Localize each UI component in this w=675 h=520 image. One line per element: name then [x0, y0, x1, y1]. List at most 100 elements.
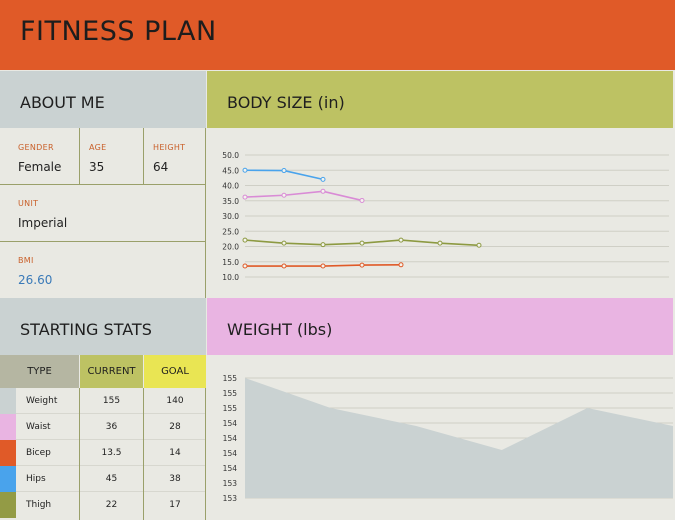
row-color-swatch: [0, 414, 16, 440]
row-type: Waist: [26, 422, 51, 432]
body-size-section-header: BODY SIZE (in): [207, 71, 673, 128]
data-point: [437, 240, 443, 246]
weight-chart-svg: 153 153 154 154 154 154 155 155 155: [223, 374, 673, 503]
data-point: [242, 194, 248, 200]
row-divider: [16, 491, 206, 492]
height-label: HEIGHT: [153, 143, 186, 152]
row-type: Thigh: [26, 500, 52, 510]
unit-value: Imperial: [18, 216, 68, 230]
row-divider: [16, 413, 206, 414]
row-divider: [16, 439, 206, 440]
data-point: [281, 263, 287, 269]
table-row-bicep[interactable]: Bicep 13.5 14: [0, 440, 206, 466]
row-goal: 17: [169, 500, 181, 510]
row-current: 22: [105, 500, 118, 510]
column-divider: [79, 388, 80, 520]
body-size-chart-svg: 10.0 15.0 20.0 25.0 30.0 35.0 40.0 45.0 50.0: [222, 151, 669, 282]
data-point: [398, 262, 404, 268]
y-tick-label: 35.0: [222, 197, 239, 206]
data-point: [398, 237, 404, 243]
y-tick-label: 154: [223, 449, 238, 458]
row-color-swatch: [0, 492, 16, 518]
data-point: [476, 242, 482, 248]
row-goal: 140: [166, 396, 184, 406]
row-goal: 28: [169, 422, 181, 432]
starting-stats-title: STARTING STATS: [20, 320, 152, 339]
y-tick-label: 153: [223, 494, 238, 503]
divider: [0, 184, 206, 185]
data-point: [359, 197, 365, 203]
y-tick-label: 154: [223, 434, 238, 443]
data-point: [242, 237, 248, 243]
y-tick-label: 155: [223, 374, 238, 383]
age-value: 35: [89, 160, 105, 174]
about-me-title: ABOUT ME: [20, 93, 105, 112]
data-point: [242, 167, 248, 173]
y-tick-label: 45.0: [222, 166, 239, 175]
body-size-title: BODY SIZE (in): [227, 93, 345, 112]
bmi-label: BMI: [18, 256, 34, 265]
data-point: [320, 188, 326, 194]
header-bar: FITNESS PLAN: [0, 0, 675, 70]
data-point: [359, 240, 365, 246]
data-point: [320, 263, 326, 269]
y-tick-label: 155: [223, 404, 238, 413]
row-color-swatch: [0, 440, 16, 466]
y-tick-label: 154: [223, 464, 238, 473]
row-type: Weight: [26, 396, 58, 406]
data-point: [281, 240, 287, 246]
table-row-thigh[interactable]: Thigh 22 17: [0, 492, 206, 518]
y-tick-label: 154: [223, 419, 238, 428]
page-title: FITNESS PLAN: [20, 16, 217, 47]
y-tick-label: 25.0: [222, 227, 239, 236]
starting-stats-table: TYPE CURRENT GOAL Weight 155 140 Waist 3…: [0, 355, 206, 520]
divider: [79, 128, 80, 184]
y-tick-label: 10.0: [222, 273, 239, 282]
row-divider: [16, 465, 206, 466]
height-value: 64: [153, 160, 169, 174]
gender-label: GENDER: [18, 143, 54, 152]
table-row-waist[interactable]: Waist 36 28: [0, 414, 206, 440]
series-line: [244, 190, 363, 202]
data-point: [320, 242, 326, 248]
row-color-swatch: [0, 388, 16, 414]
column-divider: [205, 388, 206, 520]
gender-value: Female: [18, 160, 62, 174]
table-row-hips[interactable]: Hips 45 38: [0, 466, 206, 492]
about-me-section-header: ABOUT ME: [0, 71, 206, 128]
column-divider: [143, 388, 144, 520]
data-point: [281, 192, 287, 198]
column-header-goal: GOAL: [144, 355, 206, 388]
row-goal: 38: [169, 474, 181, 484]
unit-label: UNIT: [18, 199, 39, 208]
divider: [143, 128, 144, 184]
column-header-type: TYPE: [0, 355, 79, 388]
age-label: AGE: [89, 143, 107, 152]
table-row-weight[interactable]: Weight 155 140: [0, 388, 206, 414]
divider: [0, 241, 206, 242]
row-current: 13.5: [101, 448, 122, 458]
row-current: 155: [102, 396, 121, 406]
y-tick-label: 153: [223, 479, 238, 488]
data-point: [320, 176, 326, 182]
y-tick-label: 30.0: [222, 212, 239, 221]
bmi-value: 26.60: [18, 273, 53, 287]
weight-chart: 153 153 154 154 154 154 155 155 155: [207, 355, 673, 520]
y-tick-label: 40.0: [222, 182, 239, 191]
row-type: Hips: [26, 474, 46, 484]
y-tick-label: 155: [223, 389, 238, 398]
starting-stats-section-header: STARTING STATS: [0, 298, 206, 355]
row-current: 36: [105, 422, 118, 432]
weight-title: WEIGHT (lbs): [227, 320, 333, 339]
row-current: 45: [105, 474, 118, 484]
y-tick-label: 50.0: [222, 151, 239, 160]
row-type: Bicep: [26, 448, 51, 458]
weight-area: [245, 378, 673, 498]
y-tick-label: 15.0: [222, 258, 239, 267]
about-me-panel: GENDER Female AGE 35 HEIGHT 64 UNIT Impe…: [0, 128, 206, 298]
data-point: [281, 168, 287, 174]
body-size-chart: 10.0 15.0 20.0 25.0 30.0 35.0 40.0 45.0 50.0: [207, 128, 673, 298]
data-point: [242, 263, 248, 269]
y-tick-label: 20.0: [222, 243, 239, 252]
row-color-swatch: [0, 466, 16, 492]
